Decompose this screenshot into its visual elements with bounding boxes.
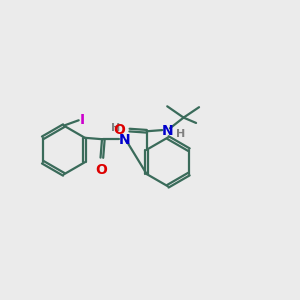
Text: H: H	[111, 123, 120, 133]
Text: N: N	[119, 133, 130, 147]
Text: O: O	[113, 123, 125, 137]
Text: I: I	[80, 113, 85, 127]
Text: O: O	[95, 163, 107, 177]
Text: H: H	[176, 129, 186, 139]
Text: N: N	[162, 124, 174, 138]
